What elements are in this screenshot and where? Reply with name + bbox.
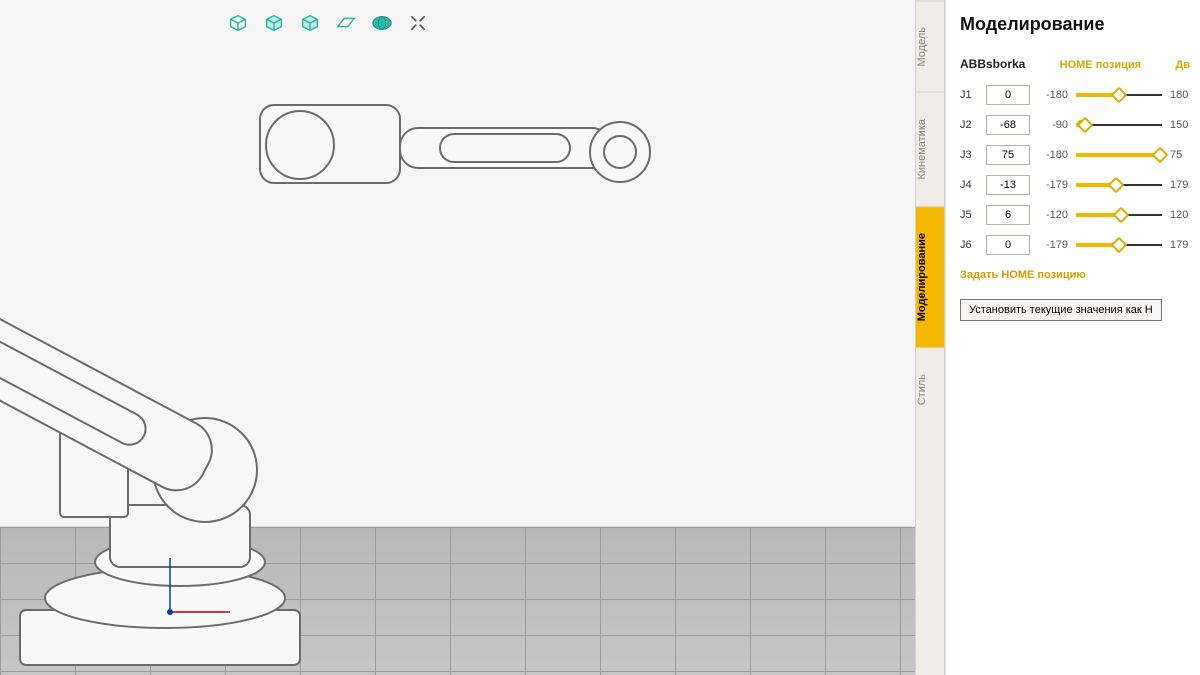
robot-arm-rendering: [0, 0, 915, 675]
joint-min: -90: [1038, 119, 1068, 131]
joint-row-J6: J6 -179 179: [960, 235, 1190, 255]
joint-max: 75: [1170, 149, 1190, 161]
view-toolbar: [225, 10, 431, 36]
joint-max: 180: [1170, 89, 1190, 101]
apply-home-button[interactable]: Установить текущие значения как H: [960, 299, 1162, 321]
joint-slider[interactable]: [1076, 208, 1162, 222]
model-name: ABBsborka: [960, 57, 1025, 71]
joint-value-input[interactable]: [986, 175, 1030, 195]
joint-value-input[interactable]: [986, 235, 1030, 255]
view-shaded-icon[interactable]: [261, 10, 287, 36]
joint-min: -180: [1038, 149, 1068, 161]
panel-title: Моделирование: [960, 14, 1190, 35]
joint-slider[interactable]: [1076, 178, 1162, 192]
joint-min: -120: [1038, 209, 1068, 221]
joint-max: 150: [1170, 119, 1190, 131]
view-plane-icon[interactable]: [333, 10, 359, 36]
joint-label: J1: [960, 89, 978, 101]
view-globe-icon[interactable]: [369, 10, 395, 36]
joint-value-input[interactable]: [986, 205, 1030, 225]
joint-max: 179: [1170, 179, 1190, 191]
modeling-panel: Моделирование ABBsborka HOME позиция Дв …: [945, 0, 1200, 675]
joint-label: J6: [960, 239, 978, 251]
joint-row-J5: J5 -120 120: [960, 205, 1190, 225]
side-tabs: Модель Кинематика Моделирование Стиль: [915, 0, 945, 675]
joint-min: -179: [1038, 179, 1068, 191]
joint-row-J2: J2 -90 150: [960, 115, 1190, 135]
viewport-3d[interactable]: [0, 0, 915, 675]
joint-value-input[interactable]: [986, 115, 1030, 135]
home-position-link[interactable]: HOME позиция: [1060, 59, 1141, 71]
right-column: Модель Кинематика Моделирование Стиль Мо…: [915, 0, 1200, 675]
set-home-link[interactable]: Задать HOME позицию: [960, 269, 1190, 281]
view-solid-icon[interactable]: [297, 10, 323, 36]
tab-kinematics[interactable]: Кинематика: [916, 92, 944, 206]
home-position-link-2[interactable]: Дв: [1175, 59, 1190, 71]
joint-slider[interactable]: [1076, 88, 1162, 102]
view-wireframe-icon[interactable]: [225, 10, 251, 36]
joint-label: J2: [960, 119, 978, 131]
tab-style[interactable]: Стиль: [916, 347, 944, 431]
joint-row-J3: J3 -180 75: [960, 145, 1190, 165]
tab-modeling[interactable]: Моделирование: [916, 206, 944, 347]
tab-model[interactable]: Модель: [916, 0, 944, 92]
joint-value-input[interactable]: [986, 145, 1030, 165]
joint-label: J5: [960, 209, 978, 221]
joint-label: J3: [960, 149, 978, 161]
joint-slider[interactable]: [1076, 118, 1162, 132]
joint-row-J1: J1 -180 180: [960, 85, 1190, 105]
joint-label: J4: [960, 179, 978, 191]
joint-value-input[interactable]: [986, 85, 1030, 105]
joint-min: -180: [1038, 89, 1068, 101]
joint-row-J4: J4 -179 179: [960, 175, 1190, 195]
fullscreen-icon[interactable]: [405, 10, 431, 36]
joint-max: 120: [1170, 209, 1190, 221]
joint-slider[interactable]: [1076, 238, 1162, 252]
joint-slider[interactable]: [1076, 148, 1162, 162]
joint-max: 179: [1170, 239, 1190, 251]
joint-min: -179: [1038, 239, 1068, 251]
